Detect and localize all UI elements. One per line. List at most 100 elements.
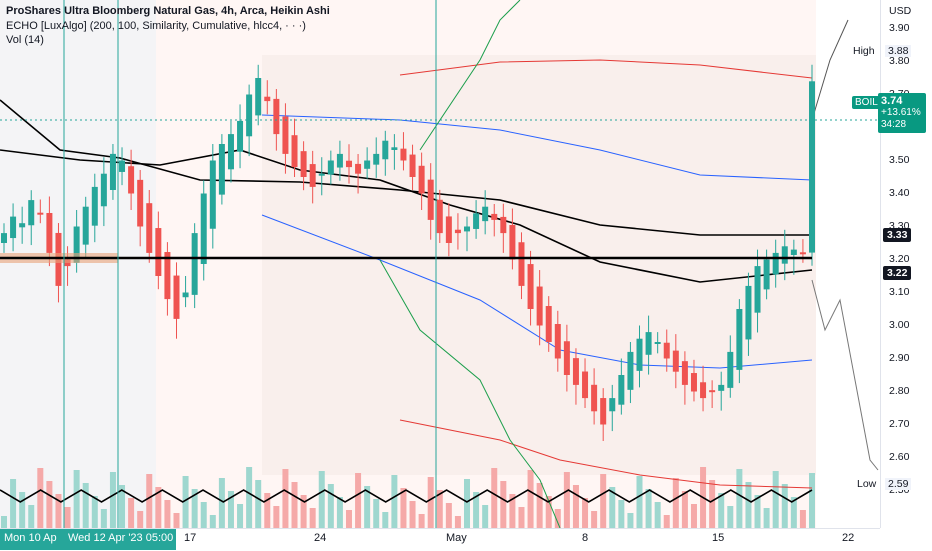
price-chart[interactable] (0, 0, 880, 528)
volume-bar (364, 486, 371, 528)
candle-body (264, 96, 271, 102)
volume-bar (654, 502, 661, 528)
candle-body (400, 148, 407, 161)
volume-bar (591, 511, 598, 528)
ma-line-2 (0, 149, 813, 283)
time-highlight-start: Mon 10 Ap (0, 529, 64, 550)
candle-body (654, 342, 661, 344)
candle-body (799, 252, 806, 255)
volume-bar (327, 484, 334, 528)
volume-bar (636, 476, 643, 528)
volume-bar (772, 471, 779, 528)
volume-bar (427, 477, 434, 528)
candle-body (227, 134, 234, 170)
price-tick: 3.20 (889, 252, 910, 265)
volume-bar (109, 472, 116, 528)
legend-title[interactable]: ProShares Ultra Bloomberg Natural Gas, 4… (6, 5, 330, 17)
candle-body (681, 361, 688, 385)
volume-bar (309, 508, 316, 528)
candle-body (309, 164, 316, 187)
band-upper-red (399, 59, 813, 79)
ma-line-1 (0, 99, 812, 236)
candle-body (336, 153, 343, 168)
candle-body (436, 199, 443, 234)
candle-body (191, 233, 198, 295)
high-label: High (853, 45, 875, 57)
candle-body (409, 154, 416, 177)
volume-bar (400, 488, 407, 528)
volume-bar (600, 474, 607, 528)
volume-bar (409, 501, 416, 528)
candle-body (209, 160, 216, 229)
candle-body (46, 212, 53, 253)
candle-body (128, 166, 135, 194)
volume-bar (718, 493, 725, 528)
candle-body (364, 160, 371, 169)
volume-bar (336, 497, 343, 528)
price-tick: 3.90 (889, 21, 910, 34)
candle-body (745, 285, 752, 340)
volume-bar (681, 491, 688, 528)
volume-bar (73, 470, 80, 528)
candle-body (518, 242, 525, 286)
volume-bar (91, 496, 98, 528)
volume-bar (182, 476, 189, 528)
time-highlight-cursor: Wed 12 Apr '23 05:00 (64, 529, 176, 550)
last-change: +13.61% (881, 107, 921, 118)
volume-bar (1, 516, 7, 528)
candle-body (200, 193, 207, 264)
candle-body (355, 163, 362, 174)
volume-bar (273, 506, 280, 528)
volume-bar (473, 492, 480, 528)
currency-label: USD (889, 5, 912, 17)
volume-bar (527, 470, 534, 528)
history-shade (0, 0, 156, 528)
candle-body (454, 229, 461, 234)
volume-bar (46, 481, 53, 528)
volume-bar (545, 496, 552, 528)
chart-area[interactable]: ProShares Ultra Bloomberg Natural Gas, 4… (0, 0, 880, 528)
volume-bar (146, 474, 153, 528)
volume-bar (436, 490, 443, 528)
volume-bar (572, 485, 579, 528)
volume-bar (500, 481, 507, 528)
legend-indicator[interactable]: ECHO [LuxAlgo] (200, 100, Similarity, Cu… (6, 19, 306, 32)
candle-body (491, 213, 498, 220)
candle-body (137, 179, 144, 227)
volume-bar (454, 516, 461, 528)
price-tick: 2.70 (889, 417, 910, 430)
price-axis[interactable]: USD 3.903.803.703.603.503.403.303.203.10… (853, 0, 932, 528)
chart-legend: ProShares Ultra Bloomberg Natural Gas, 4… (6, 4, 330, 48)
volume-bar (609, 487, 616, 528)
volume-bar (191, 489, 198, 528)
candle-body (709, 390, 716, 393)
candle-body (82, 206, 89, 245)
low-label: Low (857, 478, 877, 490)
time-tick: 22 (842, 532, 855, 544)
candle-body (182, 292, 189, 298)
volume-bar (119, 485, 126, 528)
legend-volume[interactable]: Vol (14) (6, 34, 44, 46)
candle-body (690, 373, 697, 392)
volume-bar (799, 510, 806, 528)
volume-bar (781, 484, 788, 528)
candle-body (545, 306, 552, 342)
price-tick: 3.10 (889, 285, 910, 298)
price-tick: 3.50 (889, 153, 910, 166)
candle-body (554, 324, 561, 359)
candle-body (10, 216, 17, 239)
countdown: 34:28 (881, 119, 907, 130)
volume-bar (645, 489, 652, 528)
band-lower-red (399, 419, 813, 489)
candle-body (790, 249, 797, 255)
volume-bar (300, 495, 307, 528)
price-tick: 2.90 (889, 351, 910, 364)
candle-body (391, 147, 398, 150)
candle-body (563, 341, 570, 375)
volume-bar (218, 478, 225, 528)
price-tick: 3.00 (889, 318, 910, 331)
volume-bar (237, 504, 244, 528)
band-fill (262, 55, 816, 475)
volume-bar (291, 482, 298, 528)
time-axis[interactable]: Mon 10 Ap Wed 12 Apr '23 05:00 17 24 May 8 1… (0, 528, 880, 551)
